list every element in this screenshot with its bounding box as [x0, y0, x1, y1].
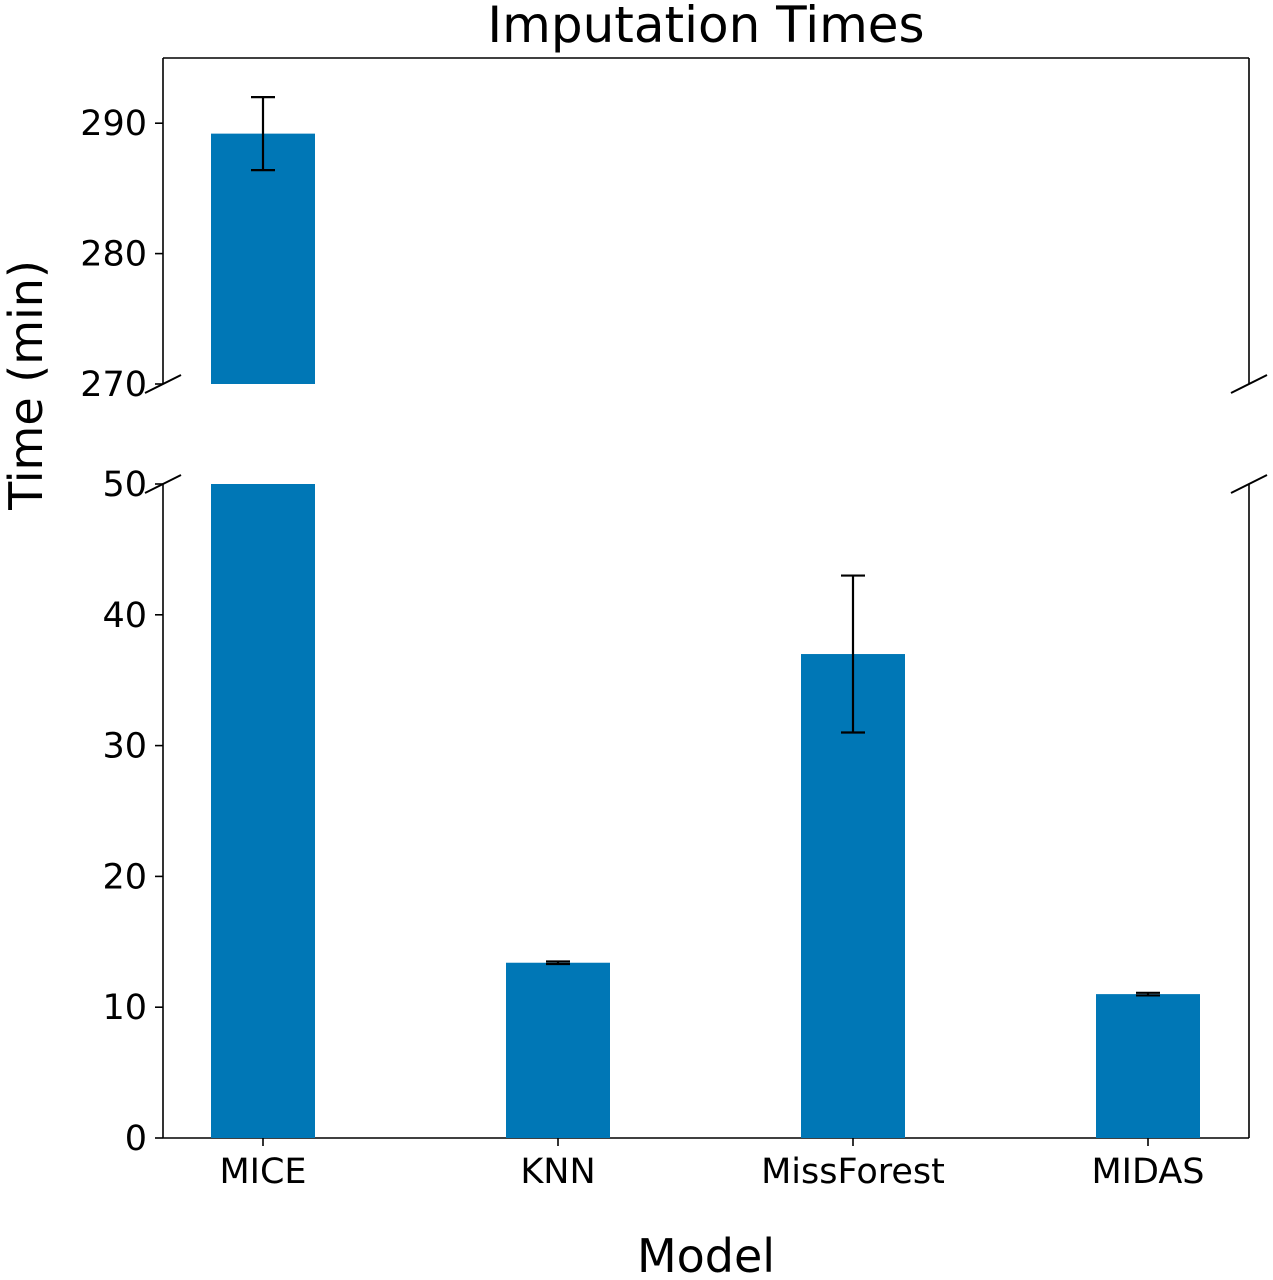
y-tick-label: 50	[102, 465, 147, 505]
break-mark-upper-right	[1230, 374, 1268, 394]
x-tick-label-midas: MIDAS	[1091, 1152, 1204, 1192]
y-tick-label: 0	[125, 1119, 147, 1159]
bar-missforest-lower	[801, 654, 905, 1138]
lower-axis-panel: 0 10 20 30 40 50	[102, 465, 1250, 1159]
break-mark-upper-left	[144, 374, 182, 394]
y-axis-label: Time (min)	[0, 260, 53, 511]
bar-mice-lower	[211, 484, 315, 1138]
y-tick-label: 270	[80, 365, 147, 405]
break-mark-lower-left	[144, 474, 182, 494]
upper-axis-panel: 270 280 290	[80, 57, 1250, 405]
bar-midas-lower	[1096, 994, 1200, 1138]
y-tick-label: 20	[102, 857, 147, 897]
x-tick-label-knn: KNN	[520, 1152, 595, 1192]
chart-title: Imputation Times	[487, 0, 924, 54]
bars-group	[211, 133, 1200, 1138]
x-axis-label: Model	[637, 1229, 775, 1280]
y-tick-label: 30	[102, 727, 147, 767]
y-tick-label: 280	[80, 235, 147, 275]
error-bars-group	[251, 96, 1160, 997]
x-ticks-group: MICE KNN MissForest MIDAS	[219, 1138, 1205, 1192]
y-tick-label: 40	[102, 596, 147, 636]
break-mark-lower-right	[1230, 474, 1268, 494]
y-tick-label: 290	[80, 104, 147, 144]
axis-break-marks	[144, 374, 1268, 494]
x-tick-label-mice: MICE	[219, 1152, 306, 1192]
bar-knn-lower	[506, 962, 610, 1138]
y-tick-label: 10	[102, 988, 147, 1028]
x-tick-label-missforest: MissForest	[761, 1152, 945, 1192]
bar-mice-upper	[211, 133, 315, 384]
